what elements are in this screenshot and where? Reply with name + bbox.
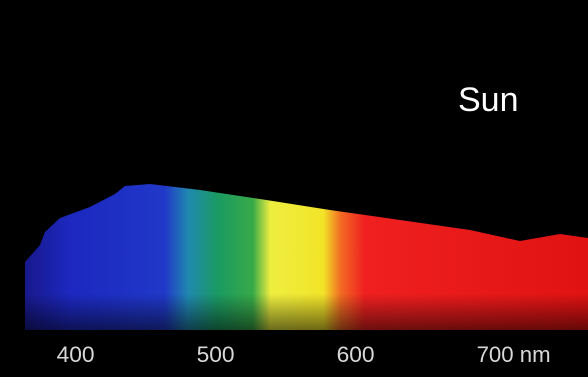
x-tick-label: 700 nm [477, 342, 551, 367]
x-tick-label: 600 [337, 342, 375, 367]
x-tick-label: 400 [57, 342, 95, 367]
x-tick-label: 500 [197, 342, 235, 367]
annotation: Sun [458, 81, 519, 119]
chart: Sun 400 500 600 700 nm [0, 0, 588, 377]
